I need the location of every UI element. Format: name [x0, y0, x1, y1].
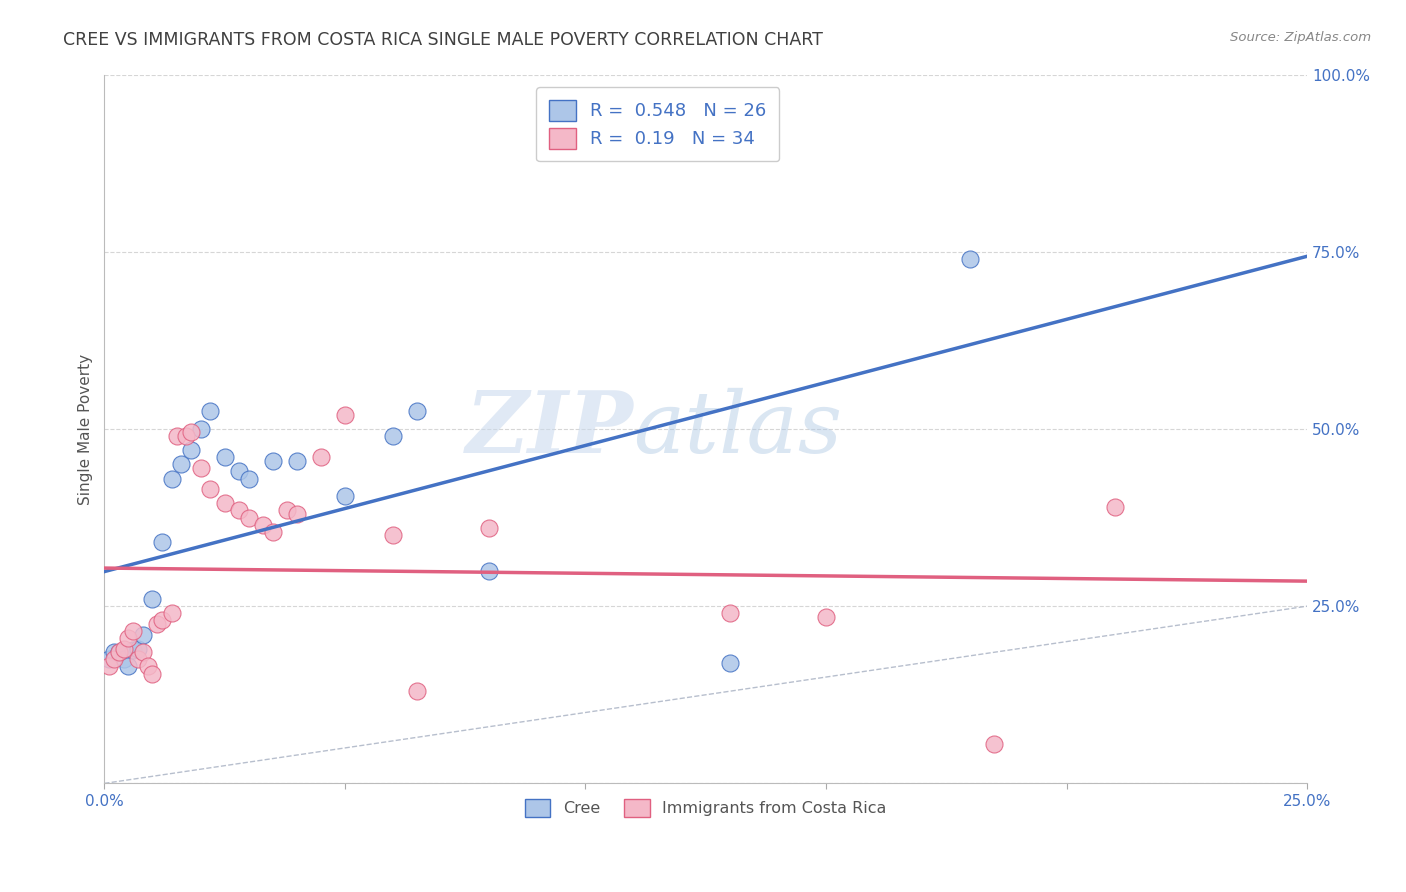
Point — [98, 659, 121, 673]
Point — [478, 521, 501, 535]
Point — [112, 641, 135, 656]
Point — [406, 404, 429, 418]
Point — [136, 659, 159, 673]
Point — [150, 535, 173, 549]
Point — [132, 627, 155, 641]
Point — [200, 404, 222, 418]
Point — [333, 489, 356, 503]
Point — [103, 645, 125, 659]
Point — [959, 252, 981, 266]
Point — [228, 503, 250, 517]
Y-axis label: Single Male Poverty: Single Male Poverty — [79, 353, 93, 505]
Point — [174, 429, 197, 443]
Point — [238, 510, 260, 524]
Point — [285, 507, 308, 521]
Point — [262, 524, 284, 539]
Point — [160, 607, 183, 621]
Point — [150, 613, 173, 627]
Point — [214, 496, 236, 510]
Point — [718, 656, 741, 670]
Point — [190, 461, 212, 475]
Point — [1104, 500, 1126, 514]
Point — [238, 472, 260, 486]
Point — [252, 517, 274, 532]
Point — [276, 503, 298, 517]
Point — [160, 472, 183, 486]
Point — [103, 652, 125, 666]
Point — [309, 450, 332, 465]
Point — [180, 425, 202, 440]
Point — [333, 408, 356, 422]
Point — [141, 592, 163, 607]
Point — [170, 458, 193, 472]
Point — [214, 450, 236, 465]
Text: CREE VS IMMIGRANTS FROM COSTA RICA SINGLE MALE POVERTY CORRELATION CHART: CREE VS IMMIGRANTS FROM COSTA RICA SINGL… — [63, 31, 823, 49]
Point — [166, 429, 188, 443]
Point — [814, 609, 837, 624]
Point — [117, 631, 139, 645]
Point — [122, 624, 145, 638]
Text: ZIP: ZIP — [465, 387, 634, 471]
Point — [382, 528, 405, 542]
Point — [112, 652, 135, 666]
Text: Source: ZipAtlas.com: Source: ZipAtlas.com — [1230, 31, 1371, 45]
Point — [718, 607, 741, 621]
Point — [285, 454, 308, 468]
Point — [117, 659, 139, 673]
Legend: Cree, Immigrants from Costa Rica: Cree, Immigrants from Costa Rica — [516, 790, 894, 825]
Text: atlas: atlas — [634, 388, 842, 470]
Point — [141, 666, 163, 681]
Point — [262, 454, 284, 468]
Point — [983, 738, 1005, 752]
Point — [132, 645, 155, 659]
Point — [127, 641, 149, 656]
Point — [127, 652, 149, 666]
Point — [228, 465, 250, 479]
Point — [108, 645, 131, 659]
Point — [382, 429, 405, 443]
Point — [478, 564, 501, 578]
Point — [180, 443, 202, 458]
Point — [200, 482, 222, 496]
Point — [98, 652, 121, 666]
Point — [108, 645, 131, 659]
Point — [190, 422, 212, 436]
Point — [406, 684, 429, 698]
Point — [122, 643, 145, 657]
Point — [146, 616, 169, 631]
